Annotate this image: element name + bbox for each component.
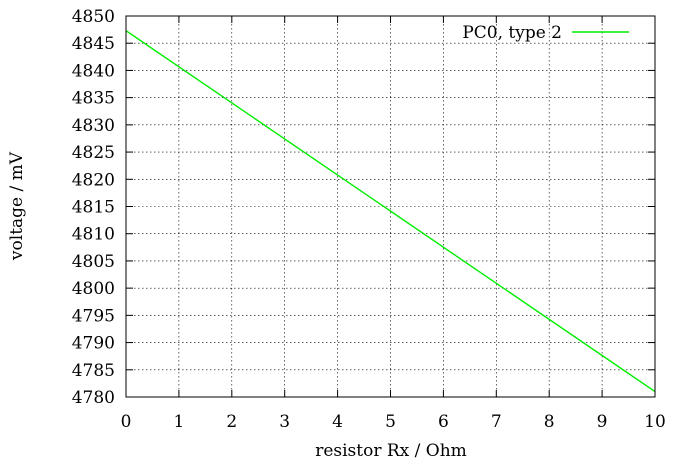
- x-tick-label: 2: [226, 412, 237, 432]
- y-tick-label: 4780: [72, 388, 115, 408]
- x-tick-label: 8: [544, 412, 555, 432]
- x-tick-label: 6: [438, 412, 449, 432]
- series-line: [125, 30, 656, 393]
- y-tick-label: 4840: [72, 61, 115, 81]
- y-tick-label: 4825: [72, 143, 115, 163]
- y-tick-label: 4795: [72, 306, 115, 326]
- plot-frame: [125, 15, 656, 398]
- legend-label: PC0, type 2: [462, 23, 562, 43]
- series-layer: [125, 30, 656, 393]
- x-tick-label: 9: [597, 412, 608, 432]
- x-tick-label: 10: [644, 412, 666, 432]
- y-tick-label: 4810: [72, 225, 115, 245]
- y-tick-label: 4815: [72, 198, 115, 218]
- x-axis-label: resistor Rx / Ohm: [315, 441, 467, 461]
- y-axis-label: voltage / mV: [7, 151, 27, 261]
- legend: PC0, type 2: [462, 23, 629, 43]
- grid: [126, 16, 655, 397]
- x-tick-label: 7: [491, 412, 502, 432]
- y-tick-label: 4835: [72, 89, 115, 109]
- y-tick-label: 4785: [72, 361, 115, 381]
- y-tick-label: 4800: [72, 279, 115, 299]
- x-tick-label: 1: [173, 412, 184, 432]
- y-tick-label: 4790: [72, 334, 115, 354]
- y-tick-label: 4830: [72, 116, 115, 136]
- y-tick-label: 4820: [72, 170, 115, 190]
- x-tick-label: 3: [279, 412, 290, 432]
- y-tick-label: 4845: [72, 34, 115, 54]
- x-tick-label: 5: [385, 412, 396, 432]
- y-tick-label: 4805: [72, 252, 115, 272]
- x-tick-label: 4: [332, 412, 343, 432]
- tick-labels: 0 1 2 3 4 5 6 7 8 9 10 4780 4785 4790 4795 4800 4805 4810…: [72, 7, 666, 432]
- x-tick-label: 0: [121, 412, 132, 432]
- y-tick-label: 4850: [72, 7, 115, 27]
